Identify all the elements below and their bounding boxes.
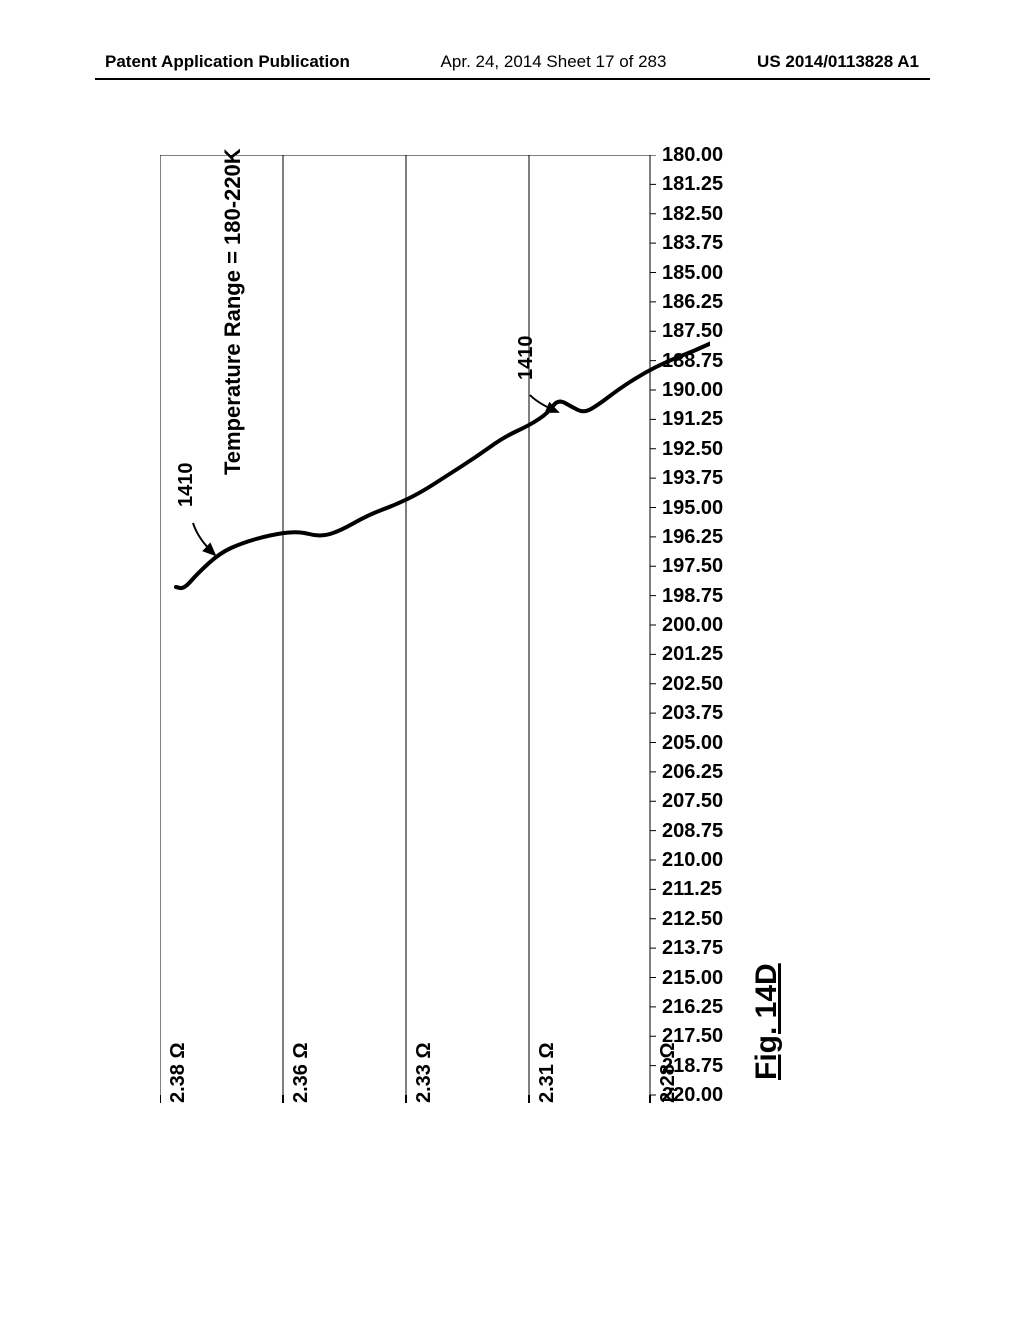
x-tick-label: 192.50 (662, 438, 723, 461)
x-tick-label: 212.50 (662, 908, 723, 931)
header-left: Patent Application Publication (105, 52, 350, 72)
x-tick-label: 216.25 (662, 996, 723, 1019)
x-tick-label: 203.75 (662, 702, 723, 725)
x-tick-label: 183.75 (662, 232, 723, 255)
x-tick-label: 208.75 (662, 820, 723, 843)
x-tick-label: 220.00 (662, 1084, 723, 1107)
x-tick-label: 202.50 (662, 673, 723, 696)
annotation-1410: 1410 (175, 463, 198, 508)
x-tick-label: 211.25 (662, 878, 722, 901)
x-tick-label: 207.50 (662, 790, 723, 813)
x-tick-label: 185.00 (662, 262, 723, 285)
y-tick-label: 2.31 Ω (536, 1042, 559, 1103)
header-mid: Apr. 24, 2014 Sheet 17 of 283 (441, 52, 667, 72)
x-tick-label: 187.50 (662, 320, 723, 343)
y-tick-label: 2.33 Ω (413, 1042, 436, 1103)
x-tick-label: 190.00 (662, 379, 723, 402)
figure-label: Fig. 14D (750, 963, 784, 1080)
x-tick-label: 198.75 (662, 585, 723, 608)
x-tick-label: 182.50 (662, 203, 723, 226)
x-tick-label: 201.25 (662, 643, 723, 666)
x-tick-label: 188.75 (662, 350, 723, 373)
annotation-1410: 1410 (515, 336, 538, 381)
page-header: Patent Application Publication Apr. 24, … (0, 52, 1024, 72)
chart-container: 2.38 Ω2.36 Ω2.33 Ω2.31 Ω2.28 Ω180.00181.… (160, 155, 710, 1115)
x-tick-label: 197.50 (662, 555, 723, 578)
x-tick-label: 181.25 (662, 173, 723, 196)
x-tick-label: 206.25 (662, 761, 723, 784)
x-tick-label: 218.75 (662, 1055, 723, 1078)
x-tick-label: 193.75 (662, 467, 723, 490)
y-tick-label: 2.36 Ω (290, 1042, 313, 1103)
chart-title: Temperature Range = 180-220K (220, 148, 246, 475)
header-right: US 2014/0113828 A1 (757, 52, 919, 72)
x-tick-label: 215.00 (662, 967, 723, 990)
x-tick-label: 186.25 (662, 291, 723, 314)
header-divider (95, 78, 930, 80)
x-tick-label: 180.00 (662, 144, 723, 167)
x-tick-label: 213.75 (662, 937, 723, 960)
x-tick-label: 191.25 (662, 408, 723, 431)
x-tick-label: 195.00 (662, 497, 723, 520)
x-tick-label: 200.00 (662, 614, 723, 637)
x-tick-label: 210.00 (662, 849, 723, 872)
x-tick-label: 196.25 (662, 526, 723, 549)
y-tick-label: 2.38 Ω (167, 1042, 190, 1103)
x-tick-label: 217.50 (662, 1025, 723, 1048)
x-tick-label: 205.00 (662, 732, 723, 755)
